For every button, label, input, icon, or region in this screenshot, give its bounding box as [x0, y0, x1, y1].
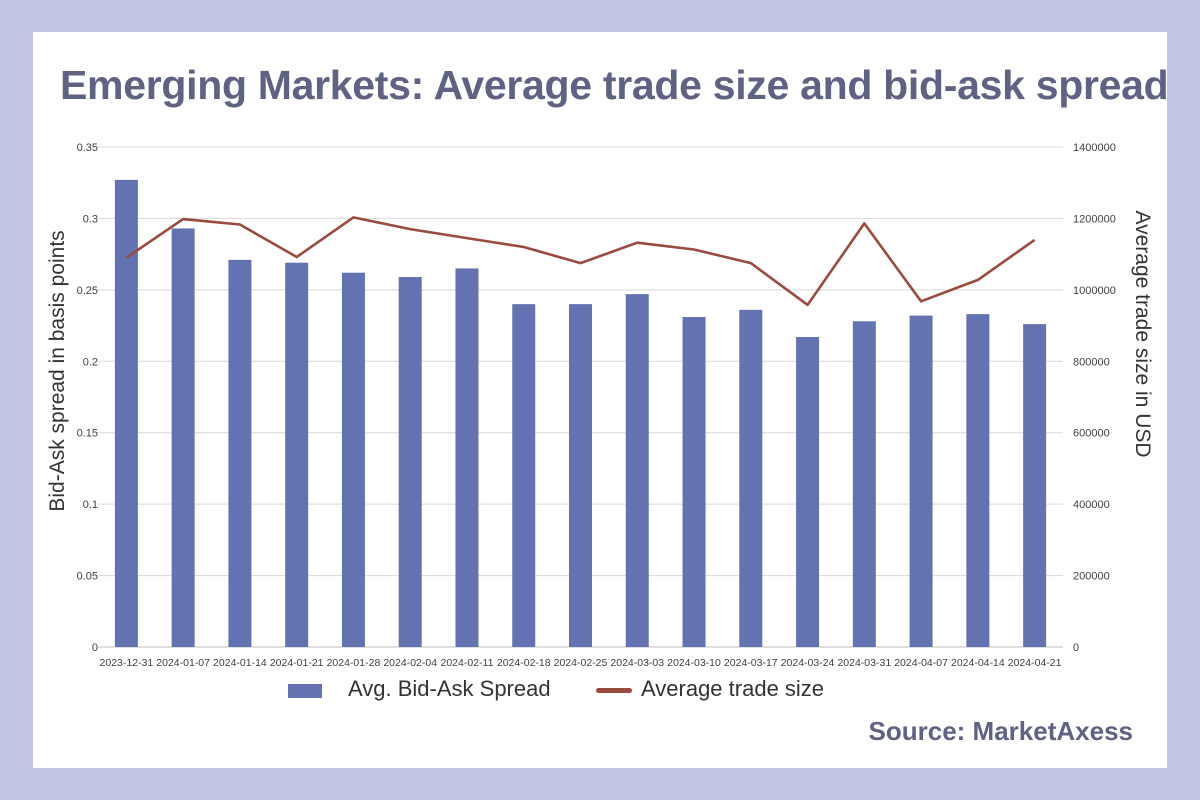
left-tick-label: 0.3	[83, 213, 98, 225]
right-tick-label: 200000	[1073, 571, 1110, 583]
x-tick-label: 2024-03-17	[724, 657, 778, 669]
x-tick-label: 2024-02-11	[441, 657, 494, 669]
right-tick-label: 400000	[1073, 499, 1110, 511]
bar	[966, 314, 990, 647]
trade-size-line	[125, 216, 1036, 307]
bar	[909, 315, 933, 647]
x-tick-label: 2024-01-21	[270, 657, 324, 669]
x-tick-label: 2023-12-31	[100, 657, 154, 669]
left-axis-ticks: 0 0.05 0.1 0.15 0.2 0.25 0.3 0.35	[77, 142, 98, 654]
right-tick-label: 0	[1073, 642, 1079, 654]
line-series	[125, 216, 1036, 307]
left-tick-label: 0	[92, 642, 98, 654]
x-tick-label: 2024-02-18	[497, 657, 551, 669]
legend-line-swatch	[596, 687, 632, 693]
x-axis-ticks: 2023-12-31 2024-01-07 2024-01-14 2024-01-21…	[100, 657, 1062, 669]
source-note: Source: MarketAxess	[868, 716, 1133, 746]
x-tick-label: 2024-04-14	[951, 657, 1005, 669]
left-tick-label: 0.35	[77, 142, 98, 154]
left-tick-label: 0.05	[77, 571, 98, 583]
x-tick-label: 2024-01-07	[156, 657, 210, 669]
bar	[852, 321, 876, 647]
left-tick-label: 0.15	[77, 428, 98, 440]
bar	[398, 277, 422, 647]
bar	[171, 228, 195, 647]
bar-series	[114, 179, 1047, 647]
legend-item-spread: Avg. Bid-Ask Spread	[288, 676, 551, 702]
x-tick-label: 2024-03-10	[667, 657, 721, 669]
x-tick-label: 2024-03-24	[781, 657, 835, 669]
bar	[228, 259, 252, 647]
legend-label-trade-size: Average trade size	[641, 676, 825, 701]
right-tick-label: 800000	[1073, 356, 1110, 368]
x-tick-label: 2024-03-31	[837, 657, 891, 669]
bar	[285, 262, 309, 647]
right-tick-label: 1200000	[1073, 213, 1116, 225]
bar	[569, 304, 592, 647]
left-tick-label: 0.1	[83, 499, 98, 511]
legend-bar-swatch	[288, 684, 322, 698]
right-tick-label: 600000	[1073, 428, 1110, 440]
bar	[625, 294, 649, 647]
bar	[1023, 324, 1047, 647]
legend-label-spread: Avg. Bid-Ask Spread	[348, 676, 551, 701]
bar	[341, 272, 365, 647]
left-tick-label: 0.2	[83, 356, 98, 368]
bar	[796, 337, 820, 647]
x-tick-label: 2024-01-28	[327, 657, 381, 669]
left-axis-label: Bid-Ask spread in basis points	[46, 230, 69, 512]
left-tick-label: 0.25	[77, 285, 98, 297]
right-axis-ticks: 0 200000 400000 600000 800000 1000000 1200000 1…	[1073, 142, 1116, 654]
legend-item-trade-size: Average trade size	[596, 676, 824, 702]
chart-legend: Avg. Bid-Ask Spread Average trade size	[0, 676, 1200, 712]
x-tick-label: 2024-03-03	[610, 657, 664, 669]
bar	[512, 304, 536, 647]
right-tick-label: 1400000	[1073, 142, 1116, 154]
x-tick-label: 2024-02-04	[383, 657, 437, 669]
x-tick-label: 2024-01-14	[213, 657, 267, 669]
bar	[739, 309, 763, 647]
bar	[682, 317, 706, 647]
right-axis-label: Average trade size in USD	[1131, 210, 1154, 458]
bar	[455, 268, 479, 647]
x-tick-label: 2024-04-07	[894, 657, 948, 669]
right-tick-label: 1000000	[1073, 285, 1116, 297]
x-tick-label: 2024-02-25	[554, 657, 608, 669]
bar	[114, 179, 138, 647]
chart-title: Emerging Markets: Average trade size and…	[60, 62, 1169, 108]
x-tick-label: 2024-04-21	[1008, 657, 1062, 669]
